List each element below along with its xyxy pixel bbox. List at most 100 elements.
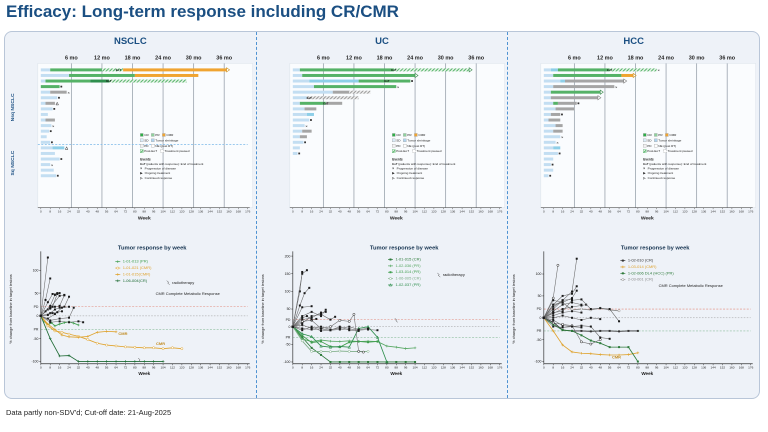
series-line xyxy=(292,326,387,363)
svg-text:8: 8 xyxy=(49,366,51,370)
svg-text:168: 168 xyxy=(236,366,241,370)
svg-text:136: 136 xyxy=(198,210,203,214)
svg-text:88: 88 xyxy=(646,366,650,370)
svg-text:NE (post RT): NE (post RT) xyxy=(407,144,425,148)
swimmer-bar-segment xyxy=(558,68,610,72)
svg-text:128: 128 xyxy=(189,366,194,370)
svg-text:72: 72 xyxy=(124,210,128,214)
swimmer-bar-segment xyxy=(553,73,622,77)
svg-text:80: 80 xyxy=(133,210,137,214)
svg-text:160: 160 xyxy=(730,366,735,370)
svg-text:×: × xyxy=(397,84,400,89)
svg-text:32: 32 xyxy=(77,210,81,214)
svg-text:160: 160 xyxy=(478,366,483,370)
svg-text:Week: Week xyxy=(138,216,151,222)
swimmer-bar-segment xyxy=(50,68,102,72)
svg-text:112: 112 xyxy=(170,210,175,214)
svg-text:144: 144 xyxy=(459,366,464,370)
svg-text:152: 152 xyxy=(469,210,474,214)
svg-text:1-01-013 (PR): 1-01-013 (PR) xyxy=(123,259,149,264)
svg-text:-50: -50 xyxy=(537,338,542,342)
svg-text:1-06-005 (CR): 1-06-005 (CR) xyxy=(395,276,421,281)
svg-text:168: 168 xyxy=(739,210,744,214)
swimmer-bar-segment xyxy=(560,79,566,83)
svg-text:CMR: CMR xyxy=(166,133,174,137)
svg-text:Tumor shrinkage: Tumor shrinkage xyxy=(407,138,430,142)
swimmer-bar-segment xyxy=(544,112,552,116)
svg-text:EoT: EoT xyxy=(391,68,397,72)
svg-text:CR: CR xyxy=(396,133,401,137)
svg-text:48: 48 xyxy=(347,366,351,370)
week-axis: 0 8 16 24 32 40 48 56 64 72 80 88 96 104 112 120 128 136 1… xyxy=(37,207,251,222)
swimmer-bar-segment xyxy=(348,90,371,94)
swimmer-bar-segment xyxy=(40,168,54,172)
swimmer-bar-segment xyxy=(134,73,199,77)
svg-text:56: 56 xyxy=(608,210,612,214)
svg-text:% change from baseline in targ: % change from baseline in target lesions xyxy=(8,274,13,344)
swimmer-bar-segment xyxy=(108,79,187,83)
swimmer-bar-segment xyxy=(292,140,304,144)
swimmer-bar-segment xyxy=(40,79,46,83)
svg-text:6 mo: 6 mo xyxy=(317,55,330,61)
swimmer-bar-segment xyxy=(544,129,554,133)
panel-nsclc: NSCLC 6 mo 12 mo 18 mo 24 mo 30 mo 36 mo EoT Eo… xyxy=(5,32,256,398)
svg-text:168: 168 xyxy=(739,366,744,370)
svg-text:-100: -100 xyxy=(535,360,542,364)
spider-series xyxy=(290,269,417,364)
svg-text:16: 16 xyxy=(58,210,62,214)
svg-text:30 mo: 30 mo xyxy=(186,55,202,61)
svg-text:1-02-037 (PR): 1-02-037 (PR) xyxy=(395,282,421,287)
svg-text:160: 160 xyxy=(226,366,231,370)
svg-text:88: 88 xyxy=(394,210,398,214)
svg-text:152: 152 xyxy=(217,366,222,370)
svg-text:CMR: CMR xyxy=(118,331,127,336)
swimmer-bar-segment xyxy=(40,73,70,77)
svg-text:80: 80 xyxy=(385,366,389,370)
swimmer-bar-segment xyxy=(553,146,561,150)
week-axis: 0 8 16 24 32 40 48 56 64 72 80 88 96 104 112 120 128 136 1… xyxy=(541,207,754,222)
svg-text:152: 152 xyxy=(217,210,222,214)
svg-text:Events: Events xyxy=(644,158,655,162)
svg-text:56: 56 xyxy=(357,366,361,370)
svg-text:0: 0 xyxy=(36,314,38,318)
svg-text:100: 100 xyxy=(536,272,542,276)
svg-text:128: 128 xyxy=(440,210,445,214)
swimmer-bar-segment xyxy=(40,146,53,150)
svg-text:18 mo: 18 mo xyxy=(125,55,141,61)
svg-text:×: × xyxy=(52,123,55,128)
svg-text:176: 176 xyxy=(497,366,502,370)
page-title: Efficacy: Long-term response including C… xyxy=(6,2,399,21)
svg-text:30 mo: 30 mo xyxy=(689,55,705,61)
svg-text:64: 64 xyxy=(618,210,622,214)
spider-axes: 100 50 0 -50 -100 PD PR 0 8 16 24 32 40 48 56 64 72 80 88 9… xyxy=(535,251,754,376)
svg-text:80: 80 xyxy=(133,366,137,370)
svg-text:56: 56 xyxy=(105,210,109,214)
svg-text:6 mo: 6 mo xyxy=(568,55,581,61)
month-gridlines: 6 mo 12 mo 18 mo 24 mo 30 mo 36 mo xyxy=(65,55,233,208)
svg-text:152: 152 xyxy=(720,366,725,370)
swimmer-bar-segment xyxy=(40,107,53,111)
svg-text:96: 96 xyxy=(152,210,156,214)
swimmer-bar-segment xyxy=(313,85,396,89)
svg-text:Post-EoT: Post-EoT xyxy=(396,149,409,153)
svg-text:Continued response: Continued response xyxy=(396,176,424,180)
svg-text:▷: ▷ xyxy=(391,176,395,180)
svg-text:Tumor response by week: Tumor response by week xyxy=(621,245,690,251)
swimmer-bars: ×EoT××× xyxy=(544,68,661,178)
svg-text:18 mo: 18 mo xyxy=(376,55,392,61)
svg-text:8: 8 xyxy=(301,366,303,370)
svg-text:(patients with response): End: (patients with response): End of treatme… xyxy=(650,162,707,166)
svg-text:CR: CR xyxy=(648,133,653,137)
svg-text:128: 128 xyxy=(440,366,445,370)
svg-text:64: 64 xyxy=(114,366,118,370)
svg-text:Ongoing treatment: Ongoing treatment xyxy=(648,171,674,175)
svg-text:8: 8 xyxy=(49,210,51,214)
svg-text:NE (post RT): NE (post RT) xyxy=(659,144,677,148)
svg-text:EoT: EoT xyxy=(607,68,613,72)
hcc-swimmer-chart: 6 mo 12 mo 18 mo 24 mo 30 mo 36 mo×EoT×××0 8 16… xyxy=(540,55,757,222)
svg-text:PR: PR xyxy=(659,133,664,137)
svg-text:64: 64 xyxy=(618,366,622,370)
svg-text:CMR: CMR xyxy=(156,341,165,346)
svg-text:136: 136 xyxy=(701,366,706,370)
svg-text:96: 96 xyxy=(655,210,659,214)
